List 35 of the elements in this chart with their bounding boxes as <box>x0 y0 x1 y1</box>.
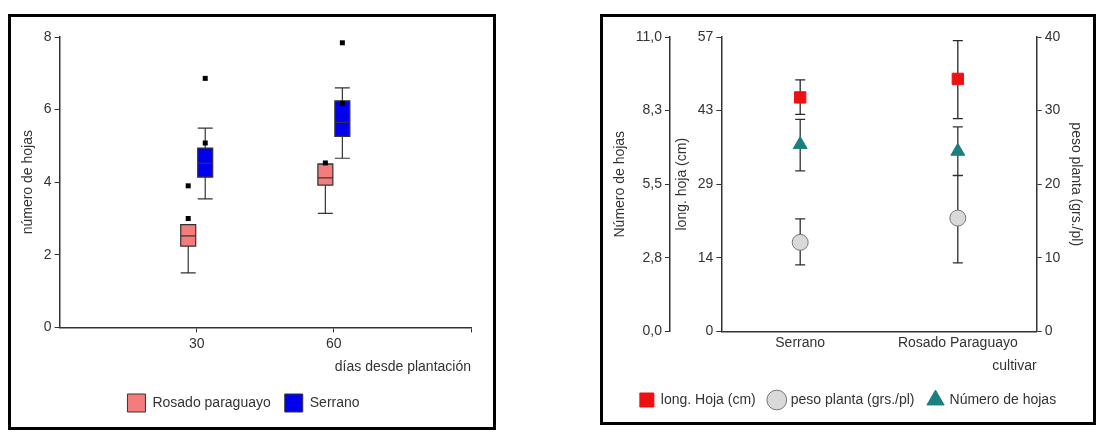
y3-tick-label: 40 <box>1044 27 1061 44</box>
y2-tick-label: 0 <box>705 322 714 339</box>
y-tick-label: 11,0 <box>635 27 663 44</box>
x-axis-title: cultivar <box>992 357 1037 374</box>
y-tick-label: 2 <box>43 245 52 262</box>
y-tick-label: 4 <box>43 173 52 190</box>
y-axis-title: Número de hojas <box>611 130 628 238</box>
y2-tick-label: 43 <box>697 101 714 118</box>
y3-axis-title: peso planta (grs./pl) <box>1068 122 1085 247</box>
legend-label: Rosado paraguayo <box>152 393 271 410</box>
legend-label: Serrano <box>309 393 360 410</box>
y-tick-label: 6 <box>43 100 52 117</box>
legend-label: Número de hojas <box>949 390 1057 407</box>
legend-label: long. Hoja (cm) <box>660 390 756 407</box>
y3-tick-label: 20 <box>1044 175 1061 192</box>
x-tick-label: 60 <box>326 334 342 351</box>
y-tick-label: 0 <box>43 318 52 335</box>
y3-tick-label: 30 <box>1044 101 1061 118</box>
y2-tick-label: 14 <box>697 248 714 265</box>
y-tick-label: 8,3 <box>642 101 663 118</box>
y2-tick-label: 29 <box>697 175 714 192</box>
y-axis-title: número de hojas <box>19 130 36 235</box>
y3-tick-label: 0 <box>1044 322 1053 339</box>
y2-tick-label: 57 <box>697 27 714 44</box>
x-axis-title: días desde plantación <box>334 358 471 375</box>
x-tick-label: 30 <box>188 334 205 351</box>
x-tick-label: Serrano <box>775 333 826 350</box>
y2-axis-title: long. hoja (cm) <box>673 137 690 231</box>
y3-tick-label: 10 <box>1044 248 1061 265</box>
y-tick-label: 2,8 <box>642 248 663 265</box>
y-tick-label: 8 <box>43 27 52 44</box>
y-tick-label: 5,5 <box>642 175 663 192</box>
x-tick-label: Rosado Paraguayo <box>897 333 1018 350</box>
y-tick-label: 0,0 <box>642 322 663 339</box>
legend-label: peso planta (grs./pl) <box>790 390 915 407</box>
